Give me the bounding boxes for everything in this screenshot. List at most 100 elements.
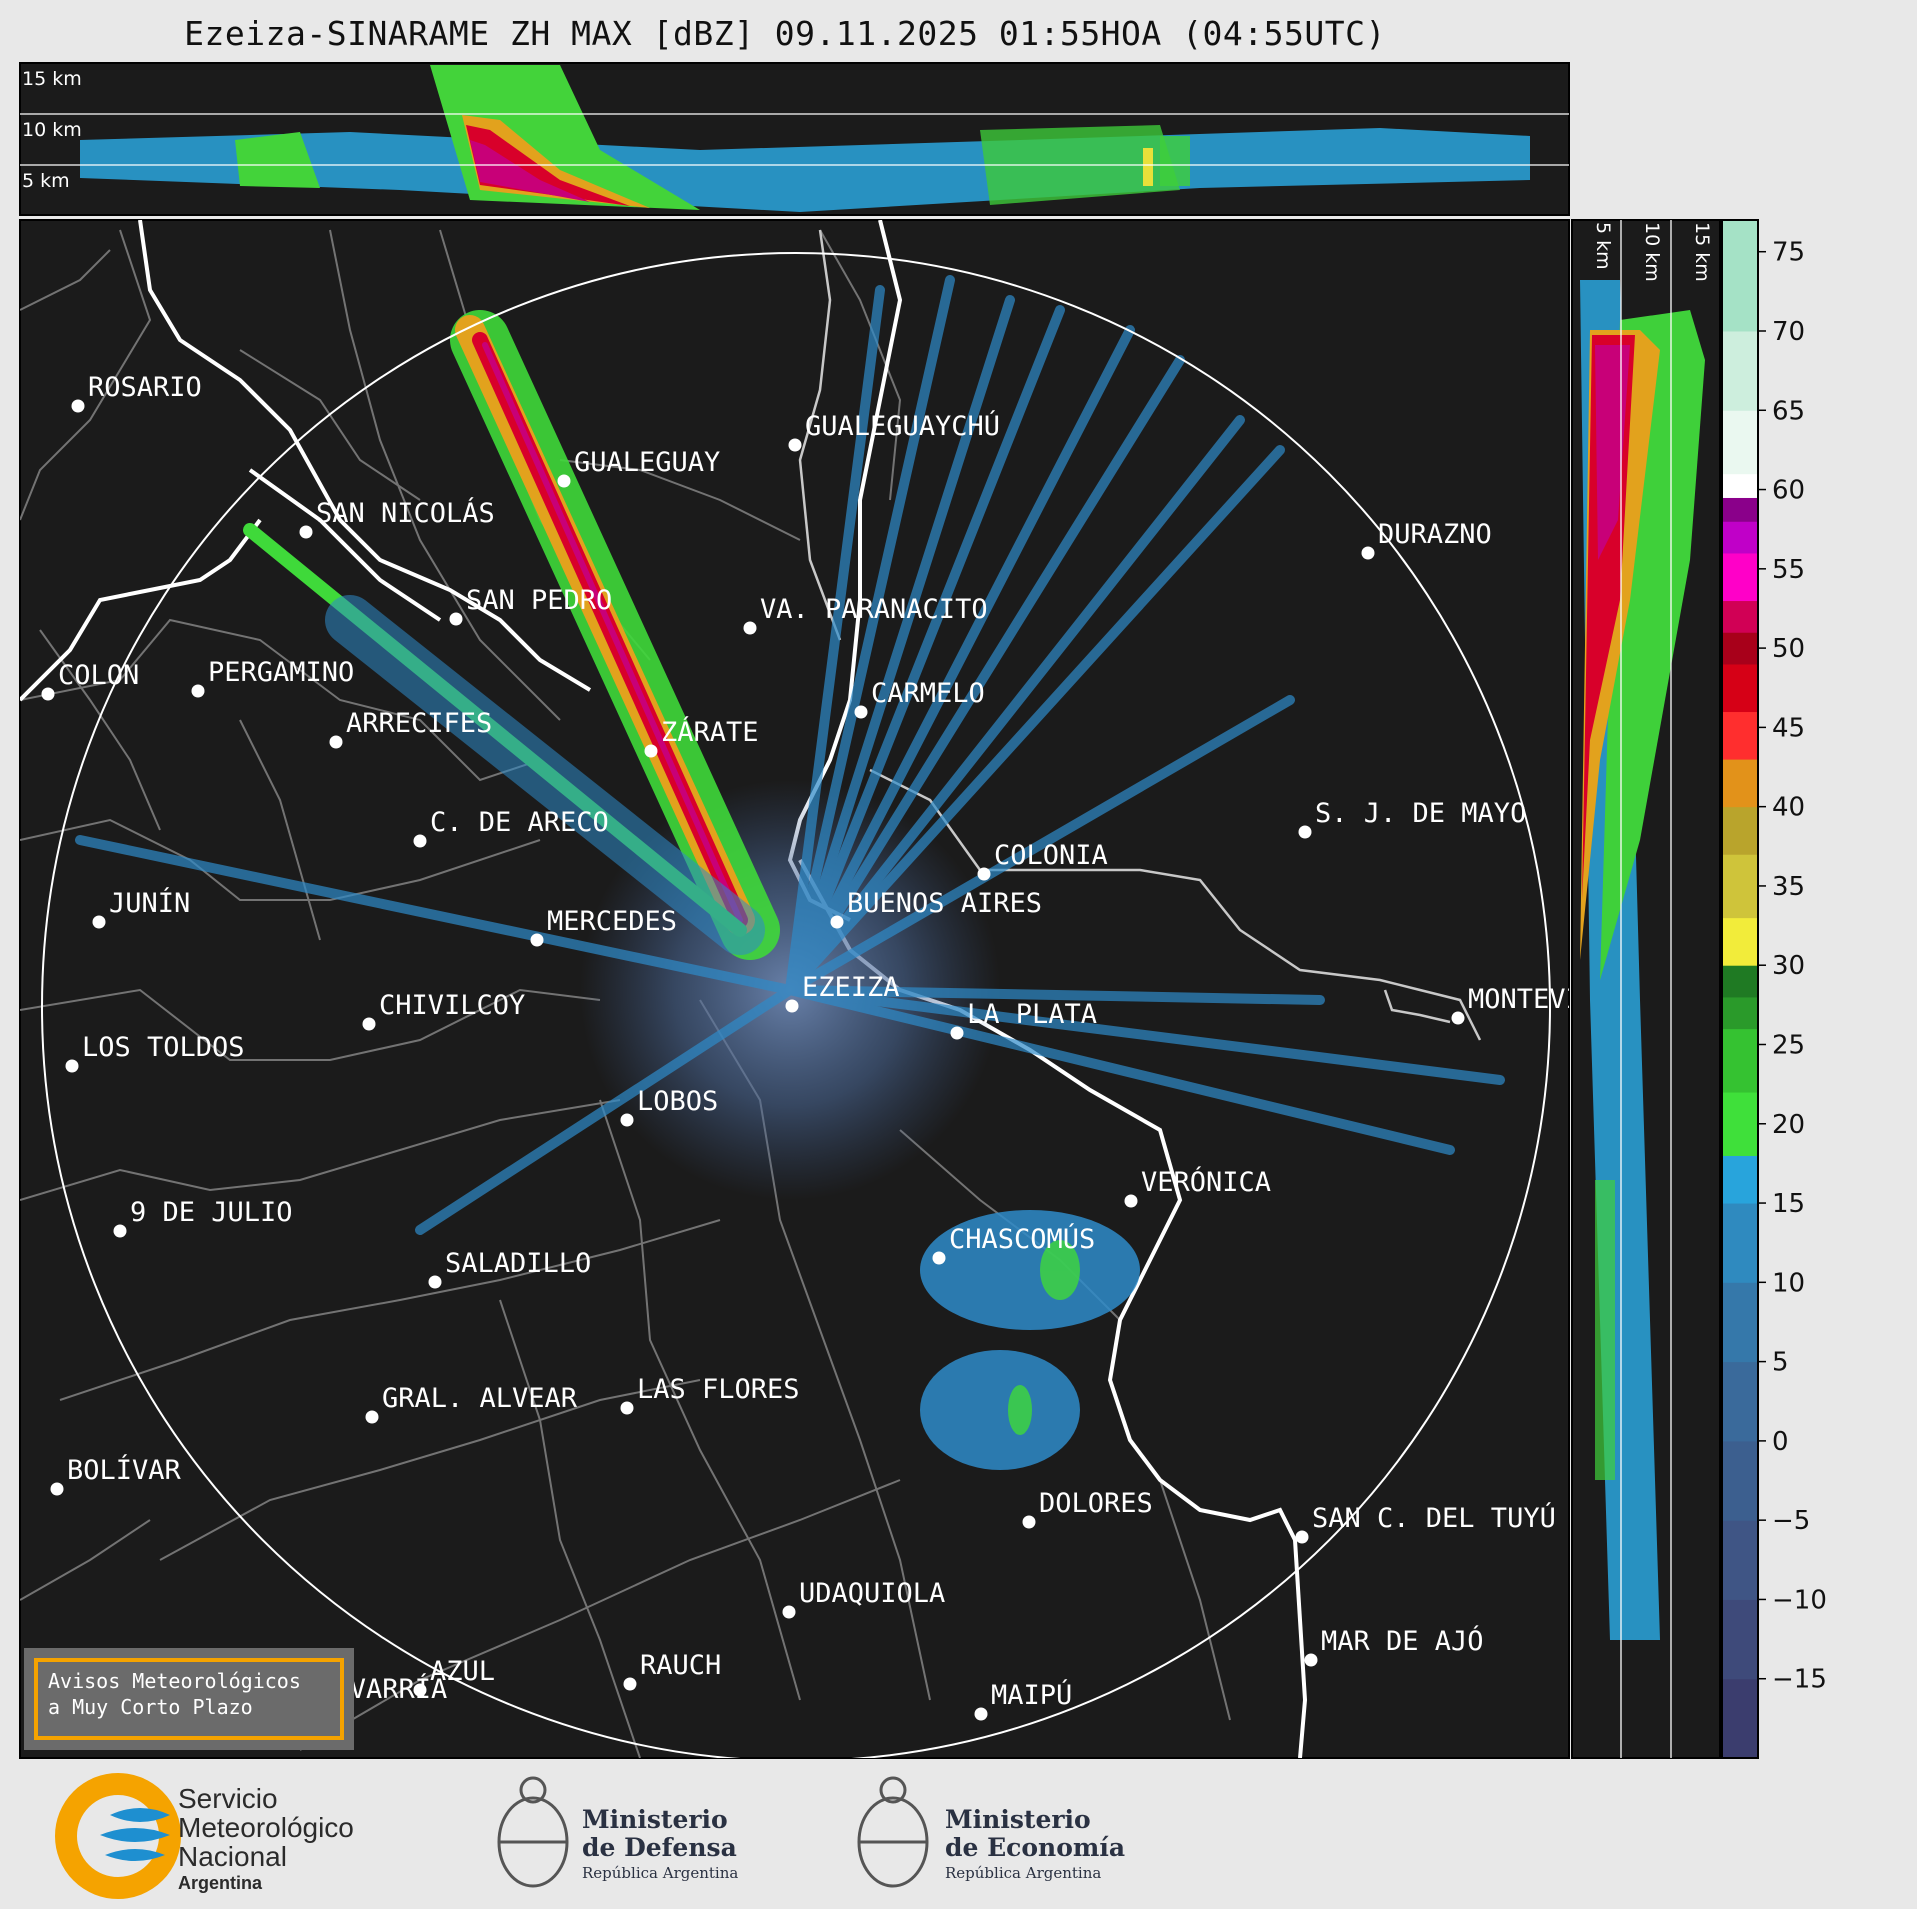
colorbar-tick-label: 65 xyxy=(1772,396,1805,426)
colorbar-tick-label: 40 xyxy=(1772,793,1805,823)
city-label: DOLORES xyxy=(1039,1488,1153,1519)
side-height-label-15km: 15 km xyxy=(1691,222,1713,282)
top-echo-green xyxy=(1160,136,1190,186)
side-height-label-5km: 5 km xyxy=(1592,222,1614,270)
colorbar-segment xyxy=(1722,1282,1758,1363)
map-title: Ezeiza-SINARAME ZH MAX [dBZ] 09.11.2025 … xyxy=(184,14,1386,53)
city-marker xyxy=(1022,1515,1036,1529)
colorbar-tick-label: 50 xyxy=(1772,634,1805,664)
city-marker xyxy=(623,1677,637,1691)
colorbar-segment xyxy=(1722,1520,1758,1600)
city-marker xyxy=(71,399,85,413)
colorbar-segment xyxy=(1722,521,1758,554)
city-marker xyxy=(92,915,106,929)
city-marker xyxy=(950,1026,964,1040)
city-marker xyxy=(830,915,844,929)
city-marker xyxy=(113,1224,127,1238)
city-marker xyxy=(932,1251,946,1265)
colorbar-segment xyxy=(1722,1203,1758,1283)
city-marker xyxy=(788,438,802,452)
city-marker xyxy=(299,525,313,539)
colorbar-segment xyxy=(1722,632,1758,665)
city-label: BOLÍVAR xyxy=(67,1454,182,1486)
city-label: MAR DE AJÓ xyxy=(1321,1625,1484,1657)
coat-of-arms-icon xyxy=(857,1776,929,1888)
city-marker xyxy=(191,684,205,698)
city-marker xyxy=(974,1707,988,1721)
city-marker xyxy=(977,867,991,881)
top-cross-section-panel: 15 km 10 km 5 km xyxy=(19,62,1570,216)
colorbar-segment xyxy=(1722,711,1758,760)
city-label: LAS FLORES xyxy=(637,1374,800,1405)
radar-map-panel: ROSARIO GUALEGUAYCHÚ GUALEGUAY SAN NICOLÁS D… xyxy=(19,219,1570,1759)
city-label: MAIPÚ xyxy=(991,1679,1072,1711)
colorbar-tick-label: 10 xyxy=(1772,1268,1805,1298)
city-marker xyxy=(413,834,427,848)
side-height-label-10km: 10 km xyxy=(1641,222,1663,282)
colorbar xyxy=(1721,219,1759,1759)
defensa-line-3: República Argentina xyxy=(582,1864,739,1882)
colorbar-tick-label: −10 xyxy=(1772,1585,1827,1615)
side-echo-core xyxy=(1582,335,1635,900)
city-label: COLONIA xyxy=(994,840,1108,871)
city-label: SAN C. DEL TUYÚ xyxy=(1312,1502,1556,1534)
city-label: CHIVILCOY xyxy=(379,990,525,1021)
colorbar-segment xyxy=(1722,473,1758,498)
smn-line-4: Argentina xyxy=(178,1873,263,1893)
colorbar-segment xyxy=(1722,410,1758,475)
city-label: CARMELO xyxy=(871,678,985,709)
colorbar-tick-label: 45 xyxy=(1772,713,1805,743)
city-label: SAN NICOLÁS xyxy=(316,497,495,529)
warning-line-1: Avisos Meteorológicos xyxy=(48,1669,301,1693)
city-label: VERÓNICA xyxy=(1141,1166,1271,1198)
storm-echo-se-green xyxy=(1008,1240,1080,1435)
colorbar-segment xyxy=(1722,497,1758,522)
range-ring xyxy=(41,252,1551,1758)
city-label: SAN PEDRO xyxy=(466,585,612,616)
defensa-line-1: Ministerio xyxy=(582,1805,728,1834)
city-label: GRAL. ALVEAR xyxy=(382,1383,578,1414)
storm-echo-nw xyxy=(243,310,780,960)
city-marker xyxy=(50,1482,64,1496)
city-marker xyxy=(365,1410,379,1424)
colorbar-tick-label: 35 xyxy=(1772,872,1805,902)
colorbar-segment xyxy=(1722,552,1758,602)
city-marker xyxy=(620,1113,634,1127)
radial-echo-streaks xyxy=(75,275,1505,1235)
colorbar-tick-label: 0 xyxy=(1772,1427,1789,1457)
smn-logo-text: Servicio Meteorológico Nacional Argentin… xyxy=(178,1784,354,1895)
top-echo-core xyxy=(470,140,590,202)
city-marker xyxy=(1124,1194,1138,1208)
colorbar-segment xyxy=(1722,1092,1758,1156)
colorbar-segment xyxy=(1722,1155,1758,1204)
city-label: AZUL xyxy=(430,1656,495,1687)
smn-line-3: Nacional xyxy=(178,1841,287,1872)
city-marker xyxy=(1295,1530,1309,1544)
city-label: JUNÍN xyxy=(109,887,190,919)
coat-of-arms-icon xyxy=(497,1776,569,1888)
smn-logo-icon xyxy=(55,1773,181,1899)
colorbar-tick-label: 70 xyxy=(1772,317,1805,347)
city-marker xyxy=(413,1683,427,1697)
colorbar-segment xyxy=(1722,1440,1758,1521)
city-label: ROSARIO xyxy=(88,372,202,403)
colorbar-segment xyxy=(1722,220,1758,332)
city-label: ARRECIFES xyxy=(346,708,492,739)
economia-line-1: Ministerio xyxy=(945,1805,1091,1834)
city-label: GUALEGUAY xyxy=(574,447,720,478)
economia-line-2: de Economía xyxy=(945,1833,1126,1862)
city-label: VA. PARANACITO xyxy=(760,594,988,625)
warning-box: Avisos Meteorológicos a Muy Corto Plazo xyxy=(24,1648,354,1750)
defensa-line-2: de Defensa xyxy=(582,1833,737,1862)
colorbar-tick-label: −15 xyxy=(1772,1665,1827,1695)
colorbar-segment xyxy=(1722,1599,1758,1680)
top-height-label-15km: 15 km xyxy=(22,68,82,90)
city-label: LOS TOLDOS xyxy=(82,1032,245,1063)
city-label: GUALEGUAYCHÚ xyxy=(805,410,1000,442)
colorbar-tick-label: −5 xyxy=(1772,1506,1810,1536)
colorbar-segment xyxy=(1722,600,1758,633)
city-label: 9 DE JULIO xyxy=(130,1197,293,1228)
colorbar-tick-label: 60 xyxy=(1772,476,1805,506)
